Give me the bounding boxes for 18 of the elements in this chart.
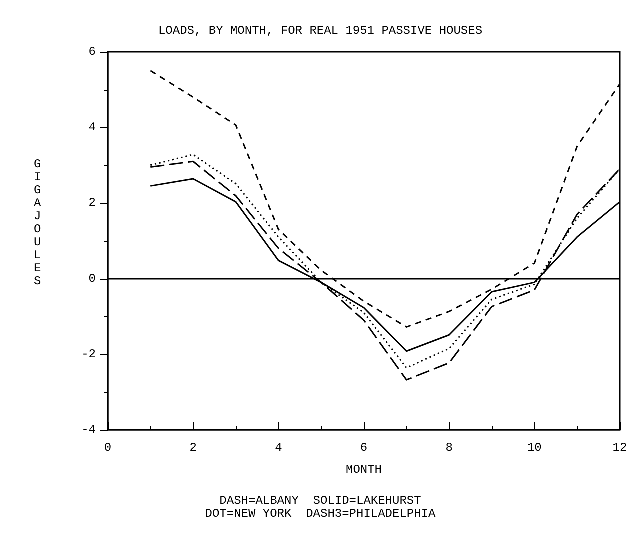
x-tick-label: 2 [190,441,197,455]
x-tick-label: 8 [446,441,453,455]
y-tick-label: 0 [88,272,96,286]
x-tick-label: 12 [612,441,628,455]
x-tick-label: 6 [360,441,368,455]
x-axis-title: MONTH [346,463,382,477]
text: DOT=NEW YORK DASH3=PHILADELPHIA [205,507,437,521]
y-tick-label: 4 [88,120,96,135]
x-tick-label: 0 [104,441,112,455]
y-tick-label: 6 [88,45,96,59]
y-tick-label: -2 [82,347,96,362]
chart-title: LOADS, BY MONTH, FOR REAL 1951 PASSIVE HOUSES [158,24,483,38]
text: GIGAJOULES [34,158,42,288]
x-tick-label: 4 [275,441,282,455]
y-tick-label: 2 [88,196,96,210]
y-tick-label: -4 [82,423,96,437]
text: DASH=ALBANY SOLID=LAKEHURST [220,494,422,508]
x-tick-label: 10 [527,441,542,455]
